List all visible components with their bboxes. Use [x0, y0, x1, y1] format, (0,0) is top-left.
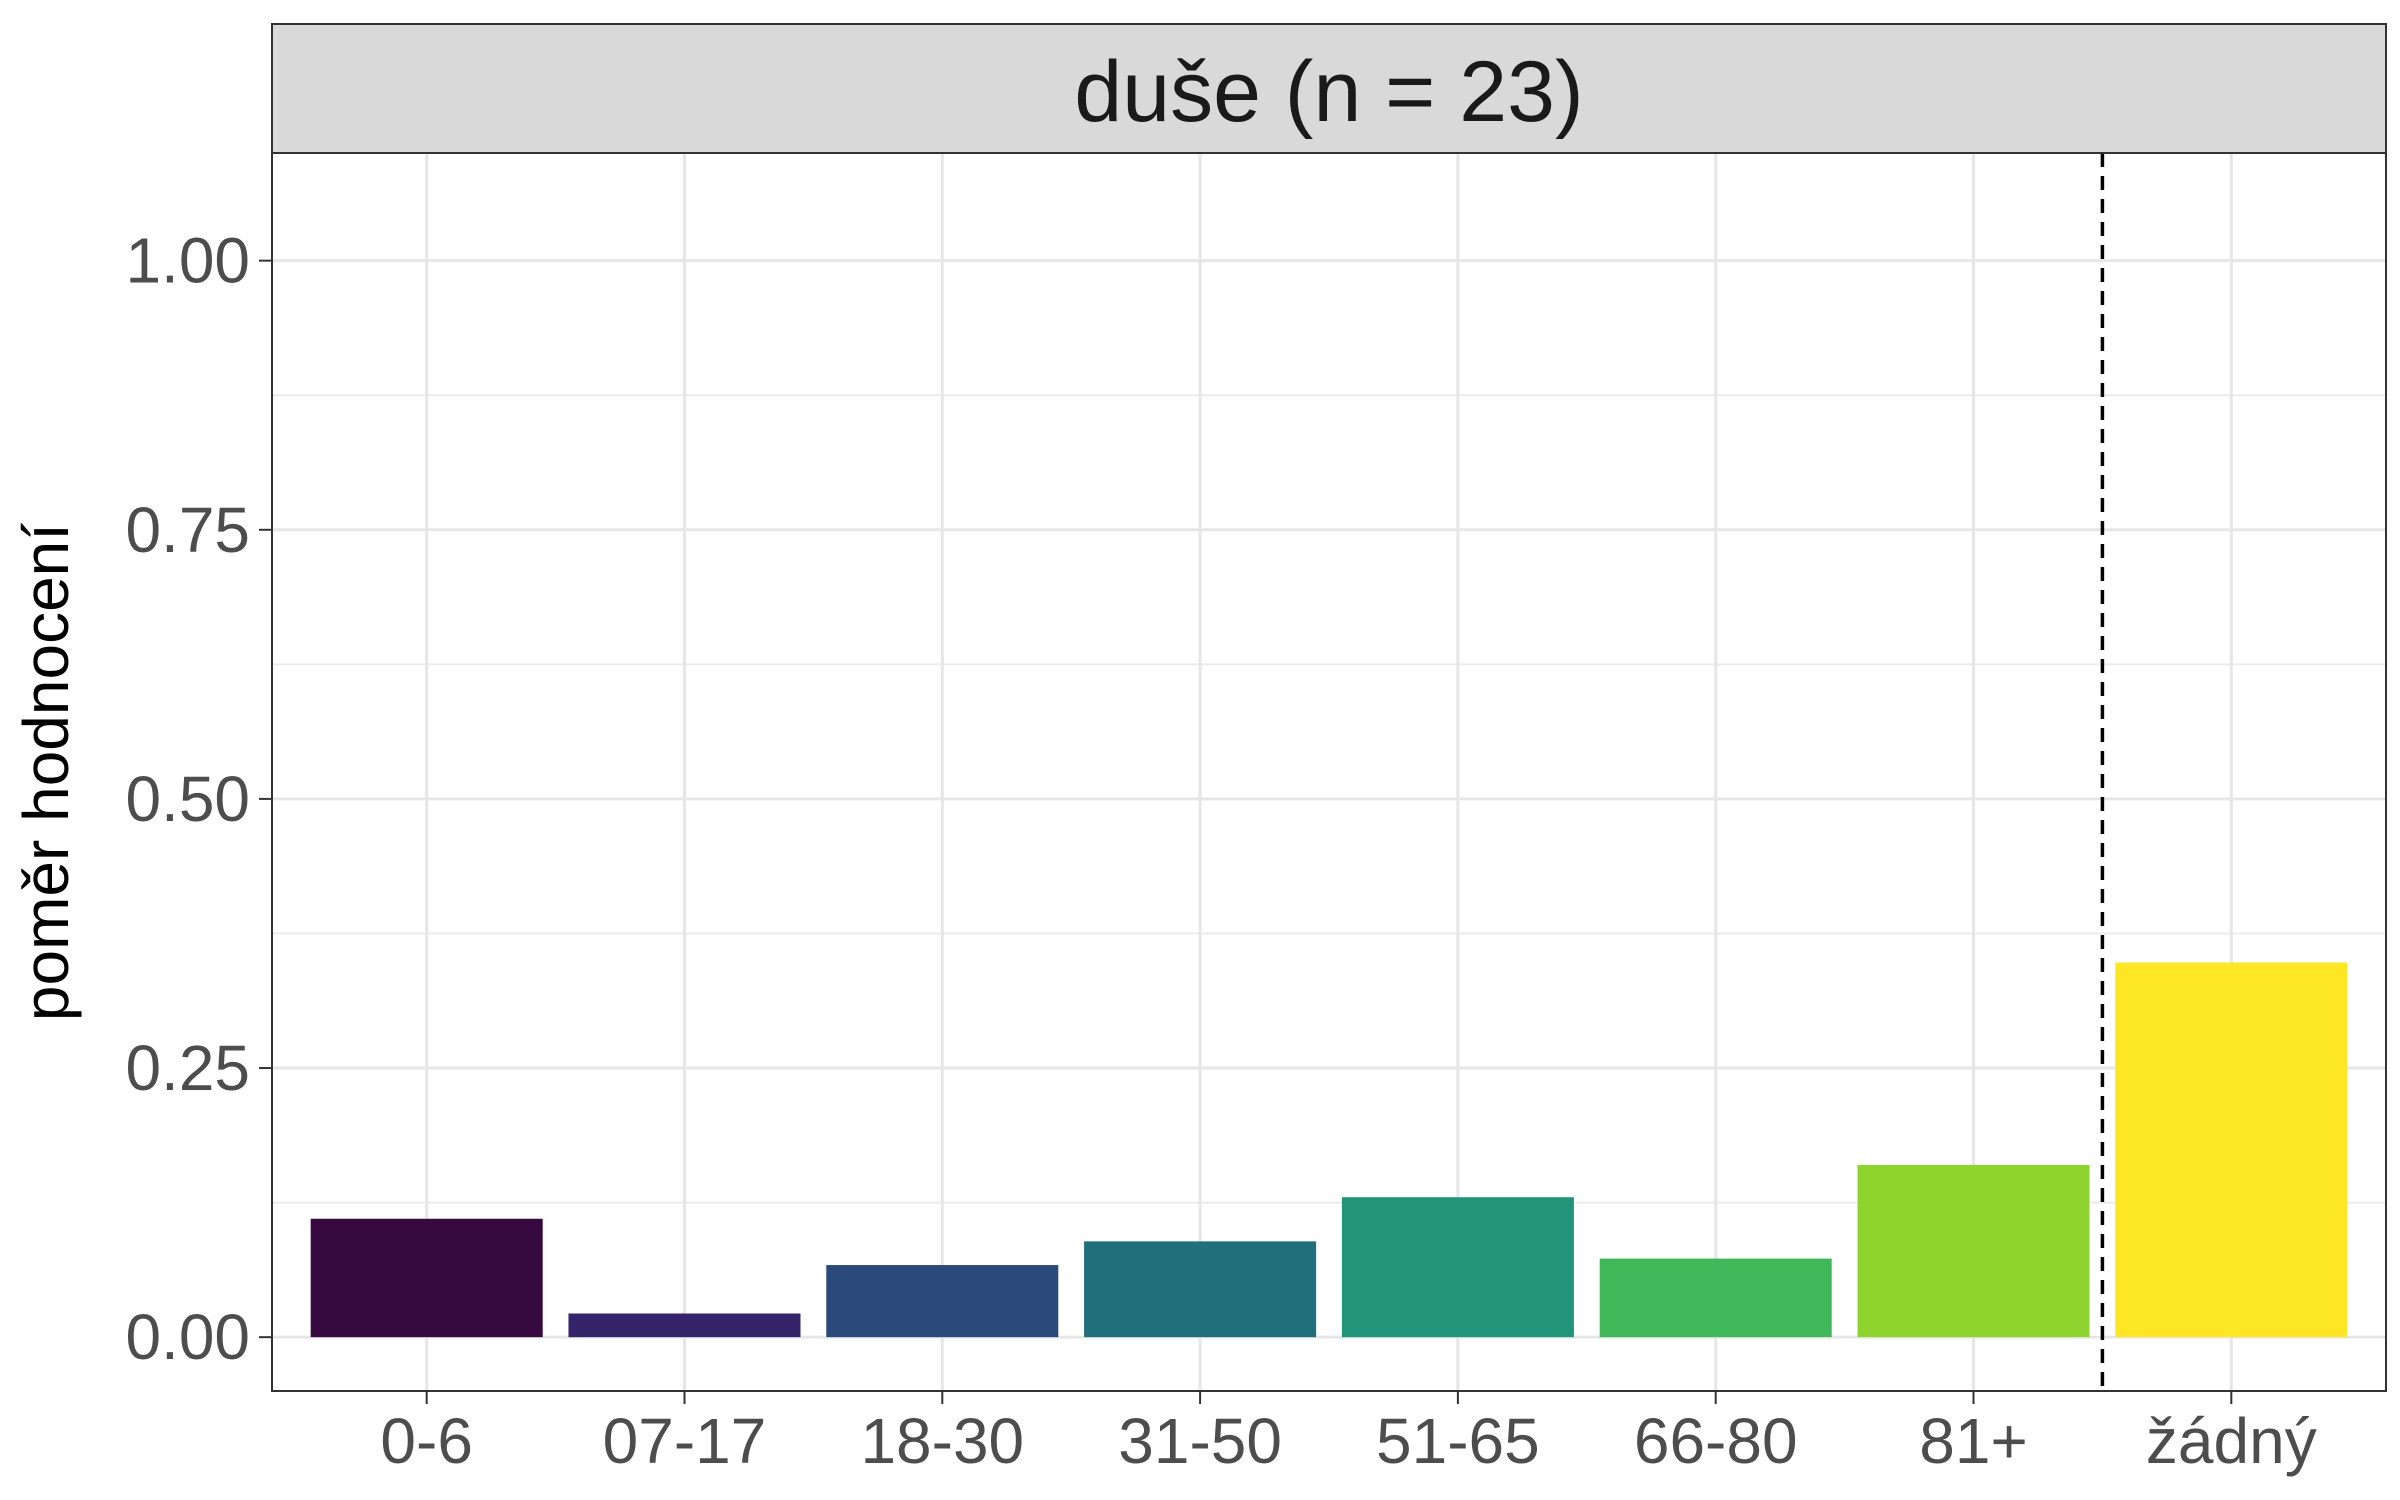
plot-panel-border: [271, 152, 2387, 1392]
y-tick-label: 0.75: [125, 494, 250, 566]
bar-18-30: [826, 1265, 1059, 1338]
x-tick-label: 66-80: [1634, 1405, 1798, 1477]
x-tick-label: 51-65: [1376, 1405, 1540, 1477]
bar-51-65: [1341, 1197, 1574, 1338]
y-axis: 0.00 0.25 0.50 0.75 1.00: [125, 225, 272, 1373]
bar-0-6: [310, 1218, 543, 1338]
x-tick-label: 18-30: [860, 1405, 1024, 1477]
x-axis: 0-6 07-17 18-30 31-50 51-65 66-80 81+ žádný: [380, 1391, 2317, 1477]
y-tick-label: 0.00: [125, 1301, 250, 1373]
y-tick-label: 0.25: [125, 1032, 250, 1104]
bar-66-80: [1599, 1258, 1832, 1338]
bar-07-17: [568, 1313, 801, 1338]
minor-gridlines: [272, 394, 2386, 1204]
facet-title: duše (n = 23): [1074, 44, 1583, 140]
y-tick-label: 0.50: [125, 763, 250, 835]
y-axis-label: poměr hodnocení: [10, 523, 82, 1021]
facet-strip: [271, 23, 2387, 154]
x-tick-label: žádný: [2146, 1405, 2317, 1477]
x-tick-label: 31-50: [1118, 1405, 1282, 1477]
major-gridlines: [272, 153, 2386, 1391]
bar-žádný: [2115, 962, 2348, 1338]
x-tick-label: 81+: [1919, 1405, 2028, 1477]
y-tick-label: 1.00: [125, 225, 250, 297]
bars: [310, 962, 2348, 1338]
x-tick-label: 07-17: [603, 1405, 767, 1477]
x-tick-label: 0-6: [380, 1405, 473, 1477]
bar-31-50: [1084, 1241, 1317, 1338]
bar-81+: [1857, 1164, 2090, 1338]
